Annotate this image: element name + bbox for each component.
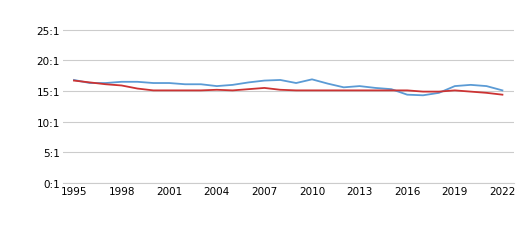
- (MI) State Average: [134, 88, 140, 90]
- (MI) State Average: [86, 82, 93, 85]
- Troy High School: [166, 82, 172, 85]
- Troy High School: [404, 94, 410, 97]
- Troy High School: [293, 82, 299, 85]
- Troy High School: [198, 84, 204, 86]
- Troy High School: [214, 85, 220, 88]
- Troy High School: [134, 81, 140, 84]
- (MI) State Average: [214, 89, 220, 92]
- Troy High School: [245, 82, 252, 85]
- (MI) State Average: [103, 84, 109, 86]
- (MI) State Average: [373, 90, 379, 92]
- Troy High School: [341, 87, 347, 89]
- (MI) State Average: [150, 90, 157, 92]
- Troy High School: [467, 84, 474, 87]
- Troy High School: [420, 95, 426, 97]
- Troy High School: [230, 84, 236, 87]
- (MI) State Average: [182, 90, 188, 92]
- (MI) State Average: [404, 90, 410, 92]
- Troy High School: [118, 81, 125, 84]
- Troy High School: [182, 84, 188, 86]
- (MI) State Average: [293, 90, 299, 92]
- Troy High School: [373, 87, 379, 90]
- Troy High School: [261, 80, 268, 83]
- (MI) State Average: [277, 89, 283, 92]
- (MI) State Average: [484, 92, 490, 95]
- Troy High School: [71, 79, 77, 82]
- (MI) State Average: [436, 91, 442, 94]
- (MI) State Average: [118, 85, 125, 87]
- (MI) State Average: [309, 90, 315, 92]
- (MI) State Average: [356, 90, 363, 92]
- (MI) State Average: [452, 90, 458, 92]
- (MI) State Average: [325, 90, 331, 92]
- (MI) State Average: [245, 88, 252, 91]
- Troy High School: [150, 82, 157, 85]
- Troy High School: [103, 82, 109, 85]
- Troy High School: [277, 79, 283, 82]
- (MI) State Average: [198, 90, 204, 92]
- Troy High School: [452, 85, 458, 88]
- (MI) State Average: [230, 90, 236, 92]
- (MI) State Average: [341, 90, 347, 92]
- (MI) State Average: [420, 91, 426, 94]
- Line: (MI) State Average: (MI) State Average: [74, 81, 503, 95]
- Troy High School: [388, 88, 395, 91]
- Troy High School: [436, 92, 442, 95]
- Troy High School: [309, 79, 315, 81]
- (MI) State Average: [499, 94, 506, 97]
- Line: Troy High School: Troy High School: [74, 80, 503, 96]
- Troy High School: [86, 82, 93, 85]
- (MI) State Average: [467, 91, 474, 94]
- (MI) State Average: [388, 90, 395, 92]
- (MI) State Average: [166, 90, 172, 92]
- (MI) State Average: [71, 80, 77, 83]
- Troy High School: [499, 90, 506, 92]
- Troy High School: [325, 83, 331, 86]
- (MI) State Average: [261, 87, 268, 90]
- Troy High School: [484, 85, 490, 88]
- Troy High School: [356, 85, 363, 88]
